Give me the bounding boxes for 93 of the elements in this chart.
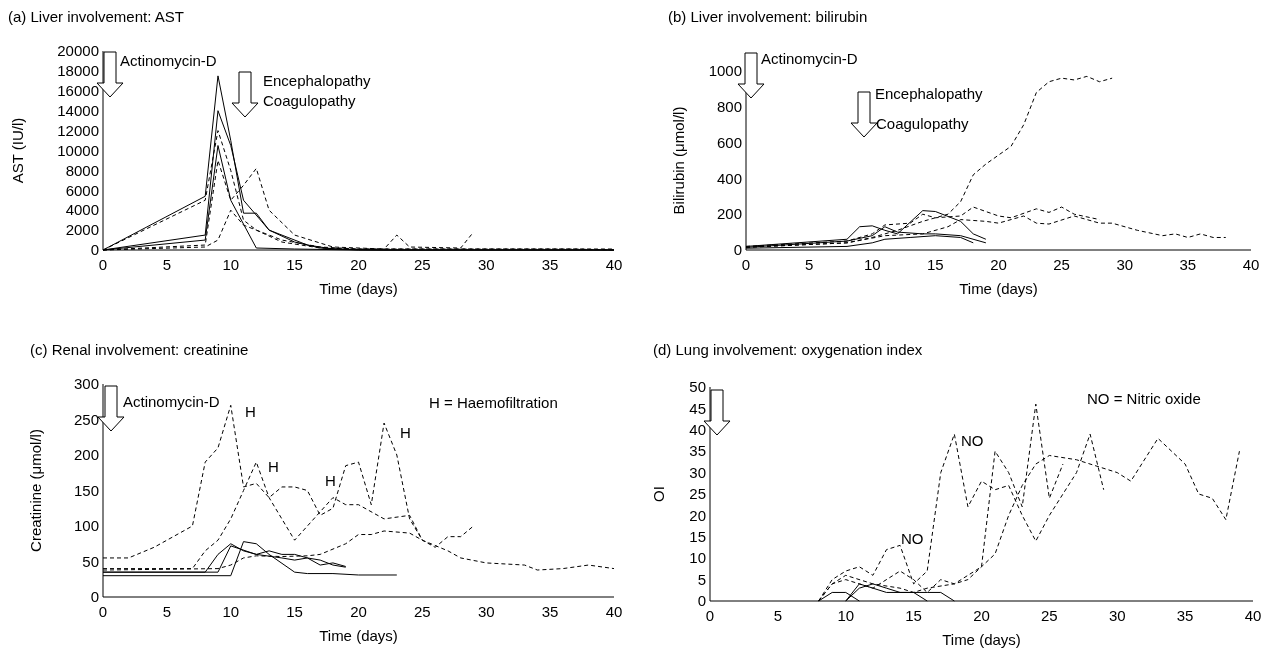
x-tick-label: 15 bbox=[927, 256, 944, 273]
x-tick-label: 30 bbox=[1116, 256, 1134, 273]
y-tick-label: 100 bbox=[73, 517, 99, 535]
x-axis-title: Time (days) bbox=[959, 280, 1038, 297]
annotation: Actinomycin-D bbox=[120, 52, 217, 69]
annotation: NO = Nitric oxide bbox=[1087, 390, 1201, 407]
y-axis-title: Creatinine (μmol/l) bbox=[27, 429, 44, 552]
chart-title: (c) Renal involvement: creatinine bbox=[30, 341, 249, 358]
x-tick-label: 35 bbox=[541, 603, 559, 620]
x-tick-label: 20 bbox=[350, 603, 367, 620]
y-tick-label: 0 bbox=[90, 241, 99, 259]
y-tick-label: 400 bbox=[716, 169, 742, 187]
text: Actinomycin-D bbox=[761, 50, 858, 67]
y-tick-label: 2000 bbox=[65, 221, 99, 239]
y-tick-label: 20000 bbox=[57, 42, 99, 60]
x-tick-label: 10 bbox=[222, 603, 240, 620]
y-tick-label: 40 bbox=[689, 421, 706, 439]
annotation: NO bbox=[901, 530, 924, 547]
x-tick-label: 10 bbox=[837, 607, 855, 624]
x-tick-label: 15 bbox=[905, 607, 922, 624]
y-tick-label: 1000 bbox=[708, 62, 742, 80]
annotation: Encephalopathy bbox=[875, 85, 984, 102]
annotation: NO bbox=[961, 432, 984, 449]
x-tick-label: 25 bbox=[1041, 607, 1058, 624]
y-tick-label: 0 bbox=[90, 588, 99, 606]
x-axis-title: Time (days) bbox=[942, 631, 1021, 648]
chart-title: (a) Liver involvement: AST bbox=[8, 8, 184, 25]
annotation: H bbox=[268, 458, 279, 475]
x-tick-label: 15 bbox=[286, 256, 303, 273]
annotation: H bbox=[325, 472, 336, 489]
y-tick-label: 16000 bbox=[57, 82, 99, 100]
x-tick-label: 25 bbox=[414, 256, 431, 273]
y-tick-label: 200 bbox=[716, 205, 742, 223]
y-tick-label: 300 bbox=[73, 375, 99, 393]
chart-title: (d) Lung involvement: oxygenation index bbox=[653, 341, 923, 358]
y-tick-label: 30 bbox=[689, 463, 706, 481]
annotation: Actinomycin-D bbox=[123, 393, 220, 410]
x-tick-label: 30 bbox=[477, 603, 495, 620]
x-axis-title: Time (days) bbox=[319, 280, 398, 297]
y-tick-label: 200 bbox=[73, 446, 99, 464]
y-tick-label: 8000 bbox=[65, 161, 99, 179]
x-tick-label: 20 bbox=[990, 256, 1007, 273]
y-tick-label: 10000 bbox=[57, 141, 99, 159]
y-axis-title: Bilirubin (μmol/l) bbox=[670, 106, 687, 215]
x-tick-label: 35 bbox=[1179, 256, 1197, 273]
x-tick-label: 40 bbox=[605, 256, 623, 273]
annotation: Coagulopathy bbox=[263, 92, 357, 109]
x-tick-label: 40 bbox=[1244, 607, 1262, 624]
y-tick-label: 250 bbox=[73, 410, 99, 428]
y-tick-label: 600 bbox=[716, 133, 742, 151]
x-tick-label: 35 bbox=[1176, 607, 1194, 624]
y-tick-label: 12000 bbox=[57, 121, 99, 139]
x-tick-label: 5 bbox=[773, 607, 783, 624]
y-tick-label: 50 bbox=[689, 378, 706, 396]
y-tick-label: 15 bbox=[689, 528, 706, 546]
y-tick-label: 5 bbox=[697, 570, 706, 588]
x-tick-label: 5 bbox=[162, 256, 172, 273]
x-tick-label: 10 bbox=[863, 256, 881, 273]
y-tick-label: 35 bbox=[689, 442, 706, 460]
x-tick-label: 25 bbox=[414, 603, 431, 620]
annotation: H = Haemofiltration bbox=[429, 394, 558, 411]
x-tick-label: 5 bbox=[162, 603, 172, 620]
x-tick-label: 35 bbox=[541, 256, 559, 273]
x-tick-label: 40 bbox=[1242, 256, 1260, 273]
x-tick-label: 5 bbox=[804, 256, 814, 273]
y-tick-label: 14000 bbox=[57, 101, 99, 119]
x-tick-label: 20 bbox=[350, 256, 367, 273]
y-tick-label: 4000 bbox=[65, 201, 99, 219]
y-tick-label: 0 bbox=[733, 241, 742, 259]
annotation: H bbox=[400, 424, 411, 441]
x-tick-label: 20 bbox=[973, 607, 990, 624]
y-tick-label: 45 bbox=[689, 399, 706, 417]
y-tick-label: 25 bbox=[689, 485, 706, 503]
x-tick-label: 15 bbox=[286, 603, 303, 620]
annotation: Encephalopathy bbox=[263, 72, 372, 89]
y-tick-label: 20 bbox=[689, 506, 706, 524]
annotation: H bbox=[245, 403, 256, 420]
x-tick-label: 30 bbox=[1108, 607, 1126, 624]
x-axis-title: Time (days) bbox=[319, 627, 398, 644]
chart-title: (b) Liver involvement: bilirubin bbox=[668, 8, 868, 25]
x-tick-label: 25 bbox=[1053, 256, 1070, 273]
y-tick-label: 6000 bbox=[65, 181, 99, 199]
y-tick-label: 18000 bbox=[57, 62, 99, 80]
x-tick-label: 10 bbox=[222, 256, 240, 273]
y-axis-title: OI bbox=[650, 486, 667, 502]
x-tick-label: 30 bbox=[477, 256, 495, 273]
annotation: Coagulopathy bbox=[876, 115, 970, 132]
y-tick-label: 50 bbox=[82, 552, 99, 570]
y-axis-title: AST (IU/l) bbox=[9, 117, 26, 184]
y-tick-label: 10 bbox=[689, 549, 706, 567]
x-tick-label: 40 bbox=[605, 603, 623, 620]
y-tick-label: 150 bbox=[73, 481, 99, 499]
y-tick-label: 800 bbox=[716, 98, 742, 116]
